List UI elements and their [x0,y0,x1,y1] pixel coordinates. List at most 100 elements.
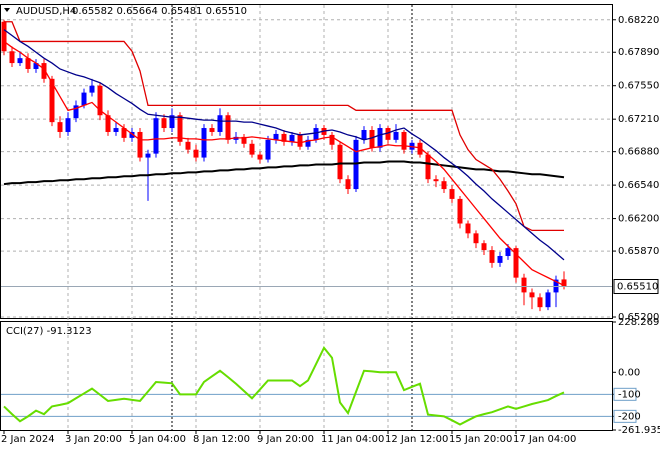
candle-body [305,139,311,147]
candle-body [505,248,511,256]
y-tick-label: 228.2698 [618,317,660,328]
y-tick-label: 0.65200 [618,312,659,323]
candle-body [9,51,15,64]
dropdown-icon [4,8,10,12]
candle-body [185,141,191,150]
price-tag-label: 0.65510 [617,282,658,293]
candle-body [17,58,23,64]
y-tick-label: 0.66540 [618,180,659,191]
candle-body [161,118,167,129]
y-tick-label: 0.67210 [618,114,659,125]
candle-body [281,133,287,142]
candle-body [417,142,423,155]
candle-body [129,131,135,138]
candle-body [169,115,175,129]
candle-body [537,297,543,308]
candle-body [457,198,463,224]
x-tick-label: 2 Jan 2024 [1,434,55,445]
indicator-frame [0,321,613,431]
chart-title: AUDUSD,H4 [16,6,76,17]
candle-body [193,149,199,158]
price-tag [613,279,659,295]
candle-body [25,58,31,69]
y-tick-label: 0.00 [618,367,640,378]
indicator-line [3,29,565,261]
candle-body [105,115,111,132]
candle-body [561,279,567,287]
candle-body [377,128,383,148]
candle-body [241,136,247,144]
candle-body [137,131,143,158]
x-tick-label: 15 Jan 20:00 [449,434,512,445]
candle-body [529,292,535,298]
candle-body [345,179,351,190]
level-tag [613,409,637,423]
candle-body [441,181,447,190]
candle-body [521,277,527,293]
candle-body [201,128,207,158]
candle-body [177,115,183,142]
plot-layer: 0.68220 0.67890 0.67550 0.67210 0.66880 0.665… [1,5,660,445]
x-tick-label: 8 Jan 12:00 [193,434,250,445]
candle-body [89,85,95,93]
y-tick-label: -261.9353 [618,425,660,436]
candle-body [473,233,479,244]
candle-body [489,250,495,263]
ohlc-label: 0.65582 0.65664 0.65481 0.65510 [72,6,247,17]
candle-body [393,131,399,140]
candle-body [465,223,471,234]
y-tick-label: -200 [618,411,641,422]
y-tick-label: 0.65870 [618,246,659,257]
candle-body [225,115,231,140]
x-tick-label: 12 Jan 12:00 [385,434,448,445]
candle-body [145,153,151,158]
level-tag [613,387,637,401]
x-tick-label: 3 Jan 20:00 [65,434,122,445]
candle-body [153,118,159,154]
candle-body [97,85,103,116]
candle-body [273,133,279,140]
candle-body [257,154,263,160]
candle-body [385,128,391,140]
candle-body [425,154,431,180]
y-tick-label: -100 [618,389,641,400]
main-frame [0,4,613,319]
candle-body [249,143,255,155]
candle-body [265,139,271,160]
candle-body [313,128,319,140]
candle-body [217,115,223,132]
x-tick-label: 5 Jan 04:00 [129,434,186,445]
x-tick-label: 9 Jan 20:00 [257,434,314,445]
candle-body [121,128,127,138]
indicator-line [3,160,565,186]
candle-body [449,189,455,199]
candle-body [369,130,375,148]
candle-body [209,128,215,132]
x-tick-label: 11 Jan 04:00 [321,434,384,445]
y-tick-label: 0.66880 [618,147,659,158]
cci-line [3,345,565,426]
candle-body [113,128,119,132]
candle-body [57,122,63,132]
candle-body [545,292,551,308]
candle-body [361,130,367,140]
candle-body [49,78,55,123]
candle-body [289,134,295,142]
y-tick-label: 0.68220 [618,15,659,26]
indicator-line [3,40,565,287]
y-tick-label: 0.67550 [618,81,659,92]
candle-body [401,131,407,150]
y-tick-label: 0.67890 [618,47,659,58]
indicator-line [4,21,564,232]
candle-body [329,134,335,145]
candle-body [297,134,303,147]
candle-body [81,92,87,106]
candle-body [41,63,47,79]
y-tick-label: 0.66200 [618,214,659,225]
candle-body [65,118,71,132]
x-tick-label: 17 Jan 04:00 [513,434,576,445]
candle-body [481,243,487,251]
candle-body [513,248,519,278]
